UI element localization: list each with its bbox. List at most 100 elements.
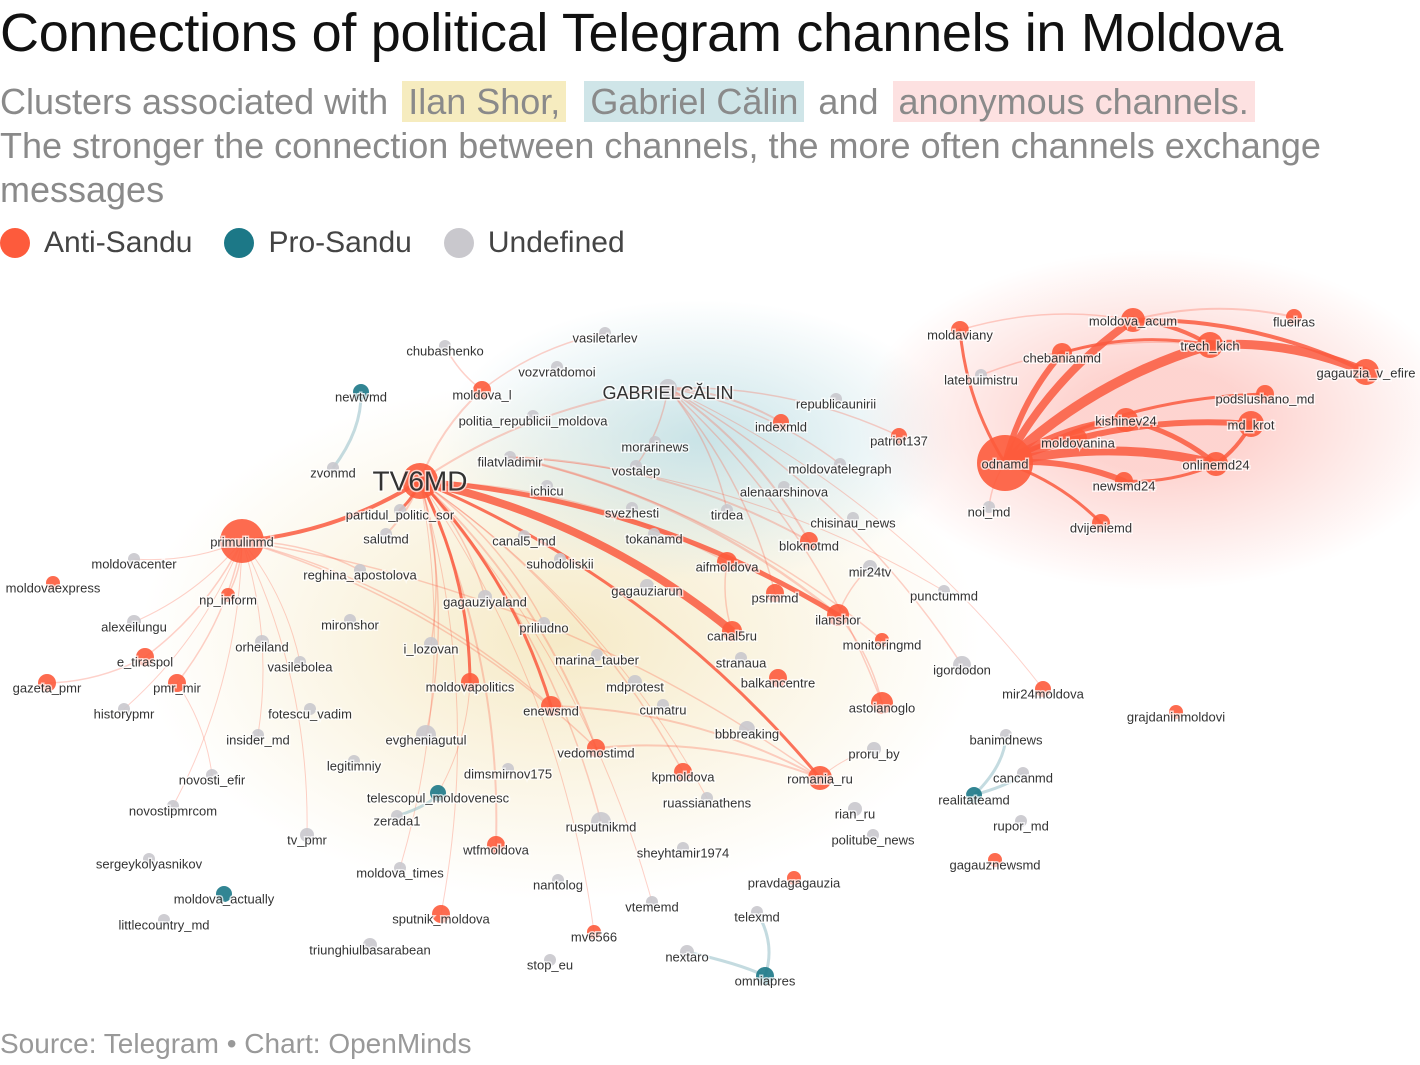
node [867, 742, 881, 756]
node-label: legitimniy [327, 758, 382, 773]
node-label: GABRIELCĂLIN [602, 383, 733, 403]
subtitle-lead: Clusters associated with [0, 81, 389, 122]
node-label: mir24tv [849, 564, 892, 579]
edge [419, 480, 440, 736]
node [353, 384, 369, 400]
node-label: svezhesti [605, 505, 659, 520]
node [1035, 681, 1051, 697]
node-label: evgheniagutul [386, 732, 467, 747]
node [951, 321, 969, 339]
node-label: canal5ru [707, 628, 757, 643]
node [1238, 411, 1264, 437]
node-label: zvonmd [310, 465, 356, 480]
node [1204, 452, 1228, 476]
node-label: nextaro [665, 949, 708, 964]
highlight: Ilan Shor, [402, 81, 567, 122]
cluster-calin [440, 300, 960, 580]
node [875, 633, 889, 647]
node [518, 530, 530, 542]
node-label: e_tiraspol [117, 654, 173, 669]
node-label: proru_by [848, 746, 900, 761]
node-label: telexmd [734, 909, 780, 924]
node-label: gazeta_pmr [13, 680, 82, 695]
legend-dot [0, 228, 30, 258]
node-label: gagauzia_v_efire [1316, 365, 1415, 380]
edge [419, 480, 498, 846]
edge [46, 656, 146, 684]
node [538, 617, 550, 629]
node-label: wtfmoldova [462, 842, 530, 857]
node-label: partidul_politic_sor [346, 507, 455, 522]
edge [667, 387, 900, 437]
edge [419, 480, 437, 645]
node [646, 896, 658, 908]
node-label: vasiletarlev [572, 330, 638, 345]
edge [417, 478, 841, 618]
edge [241, 540, 552, 707]
edge [509, 456, 945, 592]
node-label: realitateamd [938, 792, 1010, 807]
node-label: newsmd24 [1093, 478, 1156, 493]
node [255, 635, 269, 649]
node-label: ichicu [530, 483, 563, 498]
node [394, 862, 406, 874]
node-label: i_lozovan [404, 641, 459, 656]
node [46, 576, 60, 590]
node [206, 769, 218, 781]
node [871, 692, 893, 714]
node [1353, 359, 1379, 385]
node [778, 481, 790, 493]
node [701, 792, 713, 804]
node-label: politube_news [831, 832, 915, 847]
node-label: pravdagagauzia [748, 875, 841, 890]
node-label: morarinews [621, 439, 689, 454]
legend-dot [443, 228, 474, 258]
node [167, 800, 179, 812]
edge [419, 480, 602, 823]
node [626, 502, 638, 514]
edge [419, 480, 708, 799]
node [143, 853, 155, 865]
node-label: TV6MD [373, 465, 468, 496]
node [649, 436, 661, 448]
node [722, 621, 742, 641]
node-label: moldaviany [927, 327, 993, 342]
node-label: canal5_md [492, 533, 556, 548]
node-label: primulinmd [210, 534, 274, 549]
node [1000, 729, 1012, 741]
node [363, 938, 377, 952]
edge [667, 387, 841, 465]
node-label: md_krot [1228, 417, 1275, 432]
node [1017, 767, 1029, 779]
node-label: mir24moldova [1002, 686, 1084, 701]
node [220, 519, 264, 563]
node-label: omniapres [735, 973, 796, 988]
node-label: romania_ru [787, 771, 853, 786]
node-label: gagauziyaland [443, 594, 527, 609]
edge [667, 387, 776, 594]
node-label: littlecountry_md [118, 917, 209, 932]
node [953, 656, 971, 674]
node [640, 579, 654, 593]
node-label: historypmr [94, 706, 155, 721]
node-label: marina_tauber [555, 652, 639, 667]
node-label: sputnik_moldova [392, 911, 490, 926]
node [391, 810, 403, 822]
node [128, 553, 140, 565]
node [541, 480, 553, 492]
edge [419, 480, 459, 915]
node [977, 435, 1033, 491]
node-label: tirdea [711, 507, 744, 522]
node [504, 451, 516, 463]
node [827, 604, 849, 626]
edge [399, 480, 435, 869]
node [834, 458, 846, 470]
edge [595, 744, 821, 779]
node-label: triunghiulbasarabean [309, 942, 430, 957]
node-label: stranaua [716, 655, 767, 670]
node [800, 532, 818, 550]
node-label: tv_pmr [287, 832, 327, 847]
node [127, 615, 141, 629]
node [739, 721, 755, 737]
node [648, 528, 660, 540]
